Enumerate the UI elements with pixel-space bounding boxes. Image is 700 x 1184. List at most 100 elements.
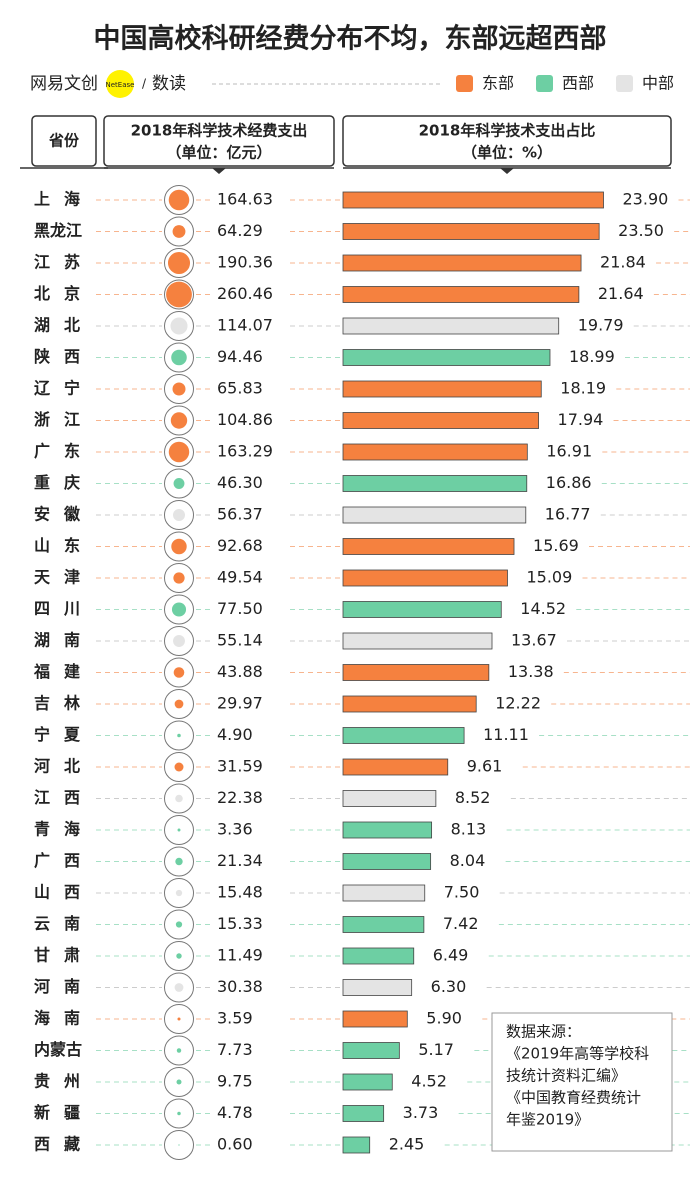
bar (342, 569, 508, 587)
legend-label: 东部 (482, 74, 514, 93)
bar (342, 223, 600, 240)
bar (342, 821, 433, 839)
spending-circle (173, 635, 185, 647)
province-label: 广东 (34, 442, 94, 461)
province-label: 福建 (33, 662, 94, 681)
header-spending: 2018年科学技术经费支出 (131, 122, 308, 140)
spending-circle (170, 317, 188, 335)
value-label: 15.69 (533, 536, 579, 555)
spending-circle (172, 508, 186, 522)
value-label: 18.99 (569, 347, 615, 366)
spending-label: 4.90 (217, 725, 253, 744)
value-label: 5.17 (418, 1040, 454, 1059)
bar (342, 538, 515, 555)
spending-circle (172, 382, 186, 396)
spending-circle (166, 281, 192, 308)
legend-swatch (536, 75, 553, 92)
bar (342, 286, 580, 303)
spending-label: 164.63 (217, 190, 273, 209)
value-label: 18.19 (560, 379, 606, 398)
bar (342, 1105, 385, 1122)
spending-label: 64.29 (217, 221, 263, 240)
province-label: 河南 (34, 977, 94, 996)
bar (342, 632, 493, 650)
province-label: 黑龙江 (34, 221, 82, 240)
spending-label: 94.46 (217, 347, 263, 366)
spending-label: 11.49 (217, 946, 263, 965)
spending-circle (170, 412, 188, 429)
spending-label: 190.36 (217, 253, 273, 272)
bar (342, 1073, 393, 1091)
rows: 上海 164.63 23.90 黑龙江 64.29 23.50 江苏 190.36 21.84 北… (33, 185, 690, 1160)
bar (342, 475, 528, 492)
brand: 网易文创 (30, 74, 98, 94)
legend: 东部 西部 中部 (456, 74, 674, 93)
header-share: 2018年科学技术支出占比 (419, 122, 596, 140)
spending-circle (177, 828, 181, 832)
spending-circle (177, 1111, 181, 1116)
brand-badge: NetEase (106, 81, 135, 89)
spending-label: 29.97 (217, 694, 263, 713)
province-label: 天津 (34, 568, 94, 587)
province-label: 四川 (34, 599, 94, 618)
spending-circle (168, 189, 190, 211)
value-label: 8.04 (450, 851, 486, 870)
bar (342, 979, 413, 996)
spending-label: 15.48 (217, 883, 263, 902)
bar (342, 758, 449, 776)
spending-label: 65.83 (217, 379, 263, 398)
bar (342, 254, 582, 272)
province-label: 云南 (34, 914, 94, 933)
legend-label: 中部 (642, 74, 674, 93)
spending-circle (176, 953, 182, 959)
spending-circle (174, 699, 184, 709)
spending-label: 46.30 (217, 473, 263, 492)
value-label: 16.86 (546, 473, 592, 492)
bar (342, 695, 477, 713)
spending-label: 92.68 (217, 536, 263, 555)
spending-label: 15.33 (217, 914, 263, 933)
spending-label: 9.75 (217, 1072, 253, 1091)
bar (342, 1010, 408, 1028)
spending-circle (176, 1048, 182, 1053)
spending-circle (171, 349, 187, 366)
spending-circle (177, 1017, 181, 1021)
province-label: 重庆 (34, 473, 94, 492)
province-label: 西藏 (34, 1135, 94, 1154)
bar (342, 884, 426, 902)
province-label: 江西 (34, 788, 94, 807)
value-label: 12.22 (495, 694, 541, 713)
spending-label: 163.29 (217, 442, 273, 461)
value-label: 16.91 (546, 442, 592, 461)
value-label: 16.77 (545, 505, 591, 524)
spending-circle (175, 889, 183, 897)
value-label: 21.84 (600, 253, 646, 272)
value-label: 9.61 (467, 757, 503, 776)
spending-circle (176, 1079, 182, 1085)
spending-circle (175, 921, 183, 928)
province-label: 江苏 (34, 253, 94, 272)
province-label: 浙江 (34, 410, 94, 429)
value-label: 4.52 (411, 1072, 447, 1091)
header-share-unit: （单位：%） (462, 144, 552, 162)
province-label: 内蒙古 (34, 1040, 82, 1059)
spending-label: 31.59 (217, 757, 263, 776)
spending-label: 22.38 (217, 788, 263, 807)
value-label: 21.64 (598, 284, 644, 303)
spending-circle (177, 733, 181, 738)
province-label: 陕西 (34, 347, 94, 366)
spending-label: 114.07 (217, 316, 273, 335)
spending-circle (167, 251, 191, 275)
value-label: 15.09 (526, 568, 572, 587)
province-label: 山东 (34, 536, 94, 555)
spending-circle (173, 478, 185, 489)
value-label: 6.49 (433, 946, 469, 965)
source-line: 《中国教育经费统计 (506, 1089, 641, 1107)
province-label: 新疆 (34, 1103, 94, 1122)
spending-label: 49.54 (217, 568, 263, 587)
spending-circle (175, 794, 183, 803)
province-label: 北京 (34, 284, 94, 303)
spending-label: 260.46 (217, 284, 273, 303)
